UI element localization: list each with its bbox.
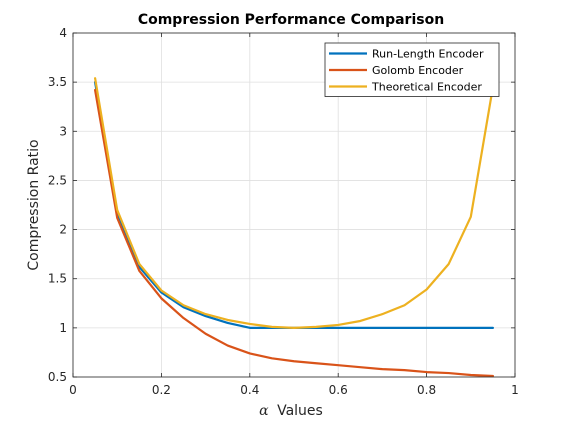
series-line-theoretical-encoder — [93, 77, 494, 329]
y-tick-label: 3 — [59, 124, 67, 138]
x-tick-label: 0 — [69, 383, 77, 397]
y-tick-label: 2.5 — [48, 173, 67, 187]
y-axis-title: Compression Ratio — [26, 139, 42, 270]
x-tick-label: 0.2 — [152, 383, 171, 397]
y-tick-label: 3.5 — [48, 75, 67, 89]
x-tick-label: 1 — [511, 383, 519, 397]
x-axis-label: Values — [277, 403, 323, 419]
legend-label: Theoretical Encoder — [371, 81, 482, 94]
legend-label: Run-Length Encoder — [372, 48, 484, 61]
axes — [72, 32, 516, 378]
x-tick-label: 0.4 — [240, 383, 259, 397]
x-axis-symbol: α — [259, 403, 269, 419]
chart-title: Compression Performance Comparison — [138, 12, 444, 28]
tick-labels: 0 0.2 0.4 0.6 0.8 1 0.5 1 1.5 2 2.5 3 3.5 4 — [48, 26, 519, 397]
x-tick-label: 0.6 — [329, 383, 348, 397]
y-tick-label: 1.5 — [48, 272, 67, 286]
series-line-golomb-encoder — [93, 88, 494, 378]
x-tick-label: 0.8 — [417, 383, 436, 397]
axes-box — [72, 32, 516, 378]
y-tick-label: 0.5 — [48, 370, 67, 384]
y-tick-label: 1 — [59, 321, 67, 335]
legend: Run-Length Encoder Golomb Encoder Theoreti… — [324, 42, 500, 97]
legend-label: Golomb Encoder — [372, 64, 464, 77]
y-tick-label: 2 — [59, 223, 67, 237]
y-tick-label: 4 — [59, 26, 67, 40]
x-axis-title: α Values — [259, 403, 323, 419]
series-lines — [93, 77, 494, 378]
